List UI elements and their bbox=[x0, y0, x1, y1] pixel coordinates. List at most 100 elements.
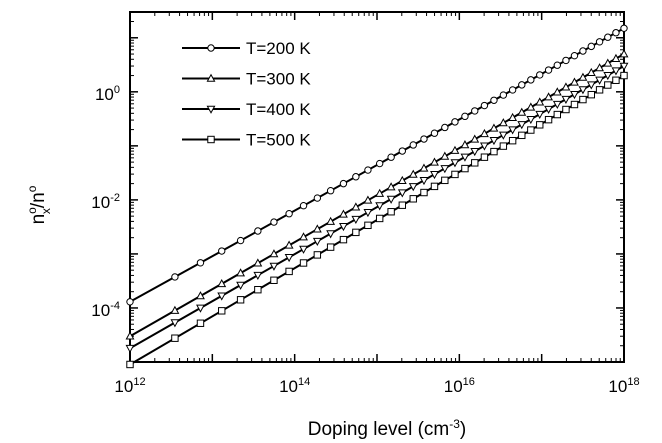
triangle-up-marker bbox=[170, 305, 180, 314]
circle-marker bbox=[364, 166, 372, 174]
square-marker bbox=[326, 243, 335, 251]
series-triangle-down bbox=[125, 62, 629, 354]
triangle-up-marker bbox=[351, 202, 361, 211]
triangle-up-marker bbox=[430, 157, 439, 166]
triangle-down-marker bbox=[552, 100, 562, 109]
triangle-down-marker bbox=[386, 195, 396, 204]
circle-marker bbox=[441, 123, 449, 132]
legend-label: T=400 K bbox=[246, 100, 311, 119]
square-marker bbox=[352, 228, 360, 237]
x-tick-label: 1018 bbox=[608, 376, 639, 396]
square-marker bbox=[299, 259, 308, 267]
triangle-down-marker bbox=[326, 230, 336, 239]
triangle-down-marker bbox=[603, 71, 613, 81]
triangle-up-marker bbox=[206, 73, 216, 82]
triangle-up-marker bbox=[339, 209, 348, 218]
circle-marker bbox=[471, 107, 479, 115]
square-marker bbox=[236, 296, 245, 304]
circle-marker bbox=[620, 24, 628, 32]
circle-marker bbox=[398, 147, 407, 155]
triangle-down-marker bbox=[284, 254, 294, 263]
circle-marker bbox=[430, 129, 439, 137]
triangle-down-marker bbox=[363, 209, 373, 218]
circle-marker bbox=[270, 218, 278, 226]
triangle-down-marker bbox=[619, 62, 629, 71]
square-marker bbox=[430, 182, 439, 191]
square-marker bbox=[441, 176, 449, 185]
square-marker bbox=[196, 319, 205, 327]
circle-marker bbox=[409, 141, 417, 149]
triangle-up-marker bbox=[508, 112, 518, 121]
square-marker bbox=[409, 195, 417, 203]
triangle-up-marker bbox=[570, 77, 579, 86]
triangle-up-marker bbox=[450, 145, 460, 154]
circle-marker bbox=[579, 47, 587, 55]
square-marker bbox=[508, 136, 517, 145]
triangle-down-marker bbox=[339, 222, 348, 232]
circle-marker bbox=[451, 118, 459, 126]
circle-marker bbox=[352, 173, 360, 181]
square-marker bbox=[398, 201, 407, 209]
square-marker bbox=[480, 153, 489, 161]
circle-marker bbox=[196, 259, 205, 267]
triangle-down-marker bbox=[508, 126, 518, 135]
circle-marker bbox=[536, 71, 544, 79]
triangle-down-marker bbox=[535, 110, 545, 120]
triangle-up-marker bbox=[284, 240, 294, 249]
triangle-up-marker bbox=[498, 118, 508, 127]
triangle-down-marker bbox=[269, 262, 279, 271]
triangle-up-marker bbox=[236, 268, 246, 277]
triangle-down-marker bbox=[419, 176, 429, 186]
square-marker bbox=[313, 251, 322, 259]
square-marker bbox=[562, 105, 570, 114]
circle-marker bbox=[562, 56, 570, 65]
circle-marker bbox=[254, 227, 262, 235]
x-tick-label: 1016 bbox=[444, 376, 475, 396]
circle-marker bbox=[375, 159, 384, 168]
circle-marker bbox=[570, 51, 579, 60]
square-marker bbox=[595, 86, 604, 94]
square-marker bbox=[471, 159, 479, 167]
triangle-down-marker bbox=[586, 81, 596, 90]
y-tick-label: 10-2 bbox=[91, 192, 120, 212]
square-marker bbox=[490, 147, 498, 156]
triangle-up-marker bbox=[253, 258, 263, 267]
triangle-down-marker bbox=[299, 245, 308, 254]
triangle-down-marker bbox=[236, 281, 246, 290]
triangle-down-marker bbox=[125, 344, 135, 354]
triangle-down-marker bbox=[595, 76, 605, 85]
triangle-down-marker bbox=[489, 137, 499, 146]
triangle-up-marker bbox=[479, 128, 489, 138]
square-marker bbox=[270, 276, 278, 284]
y-axis-ticks: 100 10-2 10-4 bbox=[91, 11, 624, 363]
triangle-up-marker bbox=[217, 278, 227, 288]
square-marker bbox=[126, 360, 134, 369]
triangle-down-marker bbox=[498, 131, 508, 140]
triangle-up-marker bbox=[419, 163, 429, 172]
square-marker bbox=[544, 115, 553, 124]
circle-marker bbox=[612, 29, 620, 37]
triangle-up-marker bbox=[397, 175, 407, 184]
triangle-up-marker bbox=[326, 216, 336, 225]
square-marker bbox=[364, 221, 372, 230]
triangle-down-marker bbox=[578, 86, 588, 95]
triangle-down-marker bbox=[170, 319, 180, 328]
square-marker bbox=[285, 267, 293, 276]
square-marker bbox=[620, 71, 628, 80]
circle-marker bbox=[518, 81, 526, 89]
triangle-up-marker bbox=[603, 58, 613, 67]
circle-marker bbox=[387, 153, 395, 161]
triangle-down-marker bbox=[570, 91, 579, 100]
triangle-down-marker bbox=[206, 105, 216, 114]
x-axis-title: Doping level (cm-3) bbox=[308, 417, 467, 440]
triangle-up-marker bbox=[552, 87, 562, 96]
square-marker bbox=[207, 135, 215, 144]
x-tick-label: 1012 bbox=[114, 376, 145, 396]
circle-marker bbox=[420, 135, 428, 143]
triangle-down-marker bbox=[430, 170, 439, 180]
plot-frame bbox=[129, 11, 625, 363]
circle-marker bbox=[461, 112, 469, 121]
triangle-down-marker bbox=[375, 202, 385, 211]
triangle-up-marker bbox=[460, 140, 470, 149]
square-marker bbox=[518, 131, 526, 140]
